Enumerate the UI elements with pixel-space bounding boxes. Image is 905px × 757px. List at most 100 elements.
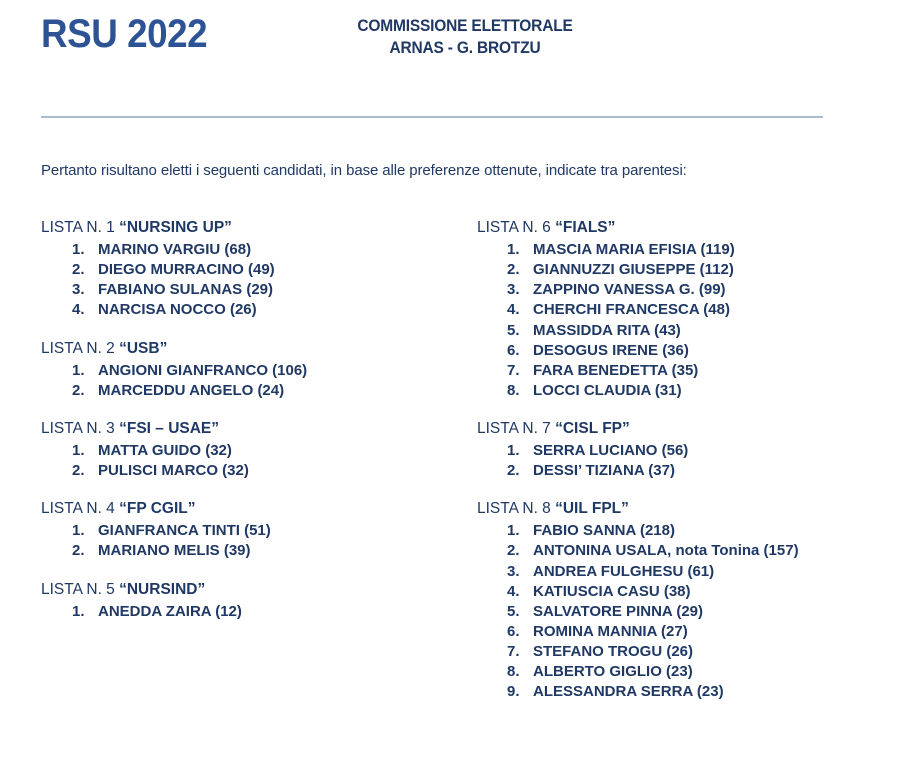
candidate-number: 4. (72, 301, 85, 319)
candidate-number: 7. (507, 361, 520, 379)
candidate-row: 7. STEFANO TROGU (26) (477, 642, 897, 662)
candidate-number: 2. (72, 261, 85, 279)
candidate-number: 2. (72, 462, 85, 480)
lista-heading-name: “FSI – USAE” (119, 419, 220, 437)
candidate-row: 1. ANGIONI GIANFRANCO (106) (41, 361, 461, 381)
lista-heading: LISTA N. 3 “FSI – USAE” (41, 419, 461, 439)
candidate-row: 4. CHERCHI FRANCESCA (48) (477, 300, 897, 320)
header-divider (41, 116, 823, 118)
candidate-row: 8. LOCCI CLAUDIA (31) (477, 381, 897, 401)
candidate-list: 1. MARINO VARGIU (68) 2. DIEGO MURRACINO (4… (41, 240, 461, 320)
candidate-row: 2. GIANNUZZI GIUSEPPE (112) (477, 260, 897, 280)
candidate-row: 2. ANTONINA USALA, nota Tonina (157) (477, 541, 897, 561)
candidate-list: 1. ANEDDA ZAIRA (12) (41, 602, 461, 622)
candidate-row: 9. ALESSANDRA SERRA (23) (477, 682, 897, 702)
lista-heading-number: LISTA N. 3 (41, 419, 120, 437)
lista-heading: LISTA N. 1 “NURSING UP” (41, 218, 461, 238)
candidate-name: FABIANO SULANAS (29) (98, 281, 274, 299)
candidate-name: KATIUSCIA CASU (38) (533, 582, 691, 600)
candidate-name: MASSIDDA RITA (43) (533, 321, 681, 339)
candidate-name: FARA BENEDETTA (35) (533, 361, 699, 379)
lista-heading-number: LISTA N. 4 (41, 500, 120, 518)
candidate-row: 1. GIANFRANCA TINTI (51) (41, 521, 461, 541)
candidate-name: ANTONINA USALA, nota Tonina (157) (533, 542, 799, 560)
lista-heading-number: LISTA N. 1 (41, 219, 120, 236)
candidate-name: SERRA LUCIANO (56) (533, 442, 689, 460)
candidate-number: 2. (507, 542, 520, 560)
candidate-number: 8. (507, 381, 520, 399)
candidate-row: 4. KATIUSCIA CASU (38) (477, 582, 897, 602)
lista-heading-number: LISTA N. 7 (477, 419, 556, 437)
candidate-name: PULISCI MARCO (32) (98, 462, 249, 480)
results-column-left: LISTA N. 1 “NURSING UP” 1. MARINO VARGIU (… (41, 218, 461, 622)
candidate-row: 2. MARCEDDU ANGELO (24) (41, 381, 461, 401)
candidate-row: 1. MASCIA MARIA EFISIA (119) (477, 240, 897, 260)
candidate-name: STEFANO TROGU (26) (533, 642, 694, 660)
candidate-number: 5. (507, 321, 520, 339)
lista-block: LISTA N. 7 “CISL FP” 1. SERRA LUCIANO (56)… (477, 419, 897, 481)
lista-heading-number: LISTA N. 2 (41, 339, 120, 357)
lista-heading-name: “NURSING UP” (119, 219, 232, 236)
lista-heading-number: LISTA N. 6 (477, 219, 556, 236)
candidate-name: ALESSANDRA SERRA (23) (533, 683, 724, 701)
lista-block: LISTA N. 2 “USB” 1. ANGIONI GIANFRANCO (10… (41, 339, 461, 401)
candidate-name: NARCISA NOCCO (26) (98, 301, 257, 319)
candidate-list: 1. MATTA GUIDO (32) 2. PULISCI MARCO (32) (41, 441, 461, 481)
lista-heading-name: “FIALS” (555, 219, 616, 236)
candidate-name: ZAPPINO VANESSA G. (99) (533, 281, 726, 299)
candidate-number: 6. (507, 622, 520, 640)
lista-heading: LISTA N. 5 “NURSIND” (41, 580, 461, 600)
candidate-number: 2. (507, 261, 520, 279)
candidate-name: ROMINA MANNIA (27) (533, 622, 688, 640)
candidate-row: 5. SALVATORE PINNA (29) (477, 602, 897, 622)
candidate-number: 1. (72, 441, 85, 459)
candidate-list: 1. ANGIONI GIANFRANCO (106) 2. MARCEDDU ANG… (41, 361, 461, 401)
candidate-number: 1. (507, 522, 520, 540)
candidate-row: 4. NARCISA NOCCO (26) (41, 300, 461, 320)
candidate-list: 1. FABIO SANNA (218) 2. ANTONINA USALA, not… (477, 521, 897, 702)
lista-block: LISTA N. 1 “NURSING UP” 1. MARINO VARGIU (… (41, 218, 461, 321)
candidate-number: 1. (507, 241, 520, 259)
candidate-name: MARIANO MELIS (39) (98, 542, 251, 560)
commission-heading: COMMISSIONE ELETTORALE ARNAS - G. BROTZU (270, 16, 660, 60)
candidate-row: 3. ANDREA FULGHESU (61) (477, 562, 897, 582)
lista-heading: LISTA N. 4 “FP CGIL” (41, 499, 461, 519)
lista-heading-name: “FP CGIL” (119, 500, 196, 518)
candidate-row: 2. DIEGO MURRACINO (49) (41, 260, 461, 280)
candidate-row: 1. MATTA GUIDO (32) (41, 441, 461, 461)
candidate-number: 4. (507, 301, 520, 319)
lista-block: LISTA N. 3 “FSI – USAE” 1. MATTA GUIDO (32… (41, 419, 461, 481)
lista-heading: LISTA N. 6 “FIALS” (477, 218, 897, 238)
lista-block: LISTA N. 4 “FP CGIL” 1. GIANFRANCA TINTI (… (41, 499, 461, 561)
candidate-number: 4. (507, 582, 520, 600)
candidate-number: 1. (72, 602, 85, 620)
candidate-row: 2. PULISCI MARCO (32) (41, 461, 461, 481)
lista-block: LISTA N. 5 “NURSIND” 1. ANEDDA ZAIRA (12) (41, 580, 461, 622)
candidate-name: ANEDDA ZAIRA (12) (98, 602, 242, 620)
candidate-row: 6. DESOGUS IRENE (36) (477, 341, 897, 361)
intro-paragraph: Pertanto risultano eletti i seguenti can… (41, 162, 687, 179)
lista-heading-name: “USB” (119, 339, 168, 357)
candidate-number: 1. (72, 522, 85, 540)
lista-heading-name: “CISL FP” (555, 419, 630, 437)
lista-heading-name: “UIL FPL” (555, 500, 629, 518)
lista-block: LISTA N. 8 “UIL FPL” 1. FABIO SANNA (218) 2… (477, 499, 897, 702)
candidate-number: 6. (507, 341, 520, 359)
candidate-name: DESOGUS IRENE (36) (533, 341, 689, 359)
candidate-row: 7. FARA BENEDETTA (35) (477, 361, 897, 381)
candidate-name: ALBERTO GIGLIO (23) (533, 663, 693, 681)
candidate-number: 9. (507, 683, 520, 701)
candidate-row: 6. ROMINA MANNIA (27) (477, 622, 897, 642)
lista-heading: LISTA N. 7 “CISL FP” (477, 419, 897, 439)
candidate-number: 1. (507, 442, 520, 460)
candidate-number: 5. (507, 602, 520, 620)
candidate-number: 8. (507, 663, 520, 681)
candidate-name: ANGIONI GIANFRANCO (106) (98, 361, 308, 379)
commission-heading-line2: ARNAS - G. BROTZU (389, 38, 541, 57)
candidate-row: 1. ANEDDA ZAIRA (12) (41, 602, 461, 622)
candidate-name: DIEGO MURRACINO (49) (98, 261, 275, 279)
candidate-number: 2. (507, 462, 520, 480)
candidate-name: CHERCHI FRANCESCA (48) (533, 301, 730, 319)
candidate-name: GIANNUZZI GIUSEPPE (112) (533, 261, 734, 279)
candidate-name: ANDREA FULGHESU (61) (533, 562, 715, 580)
